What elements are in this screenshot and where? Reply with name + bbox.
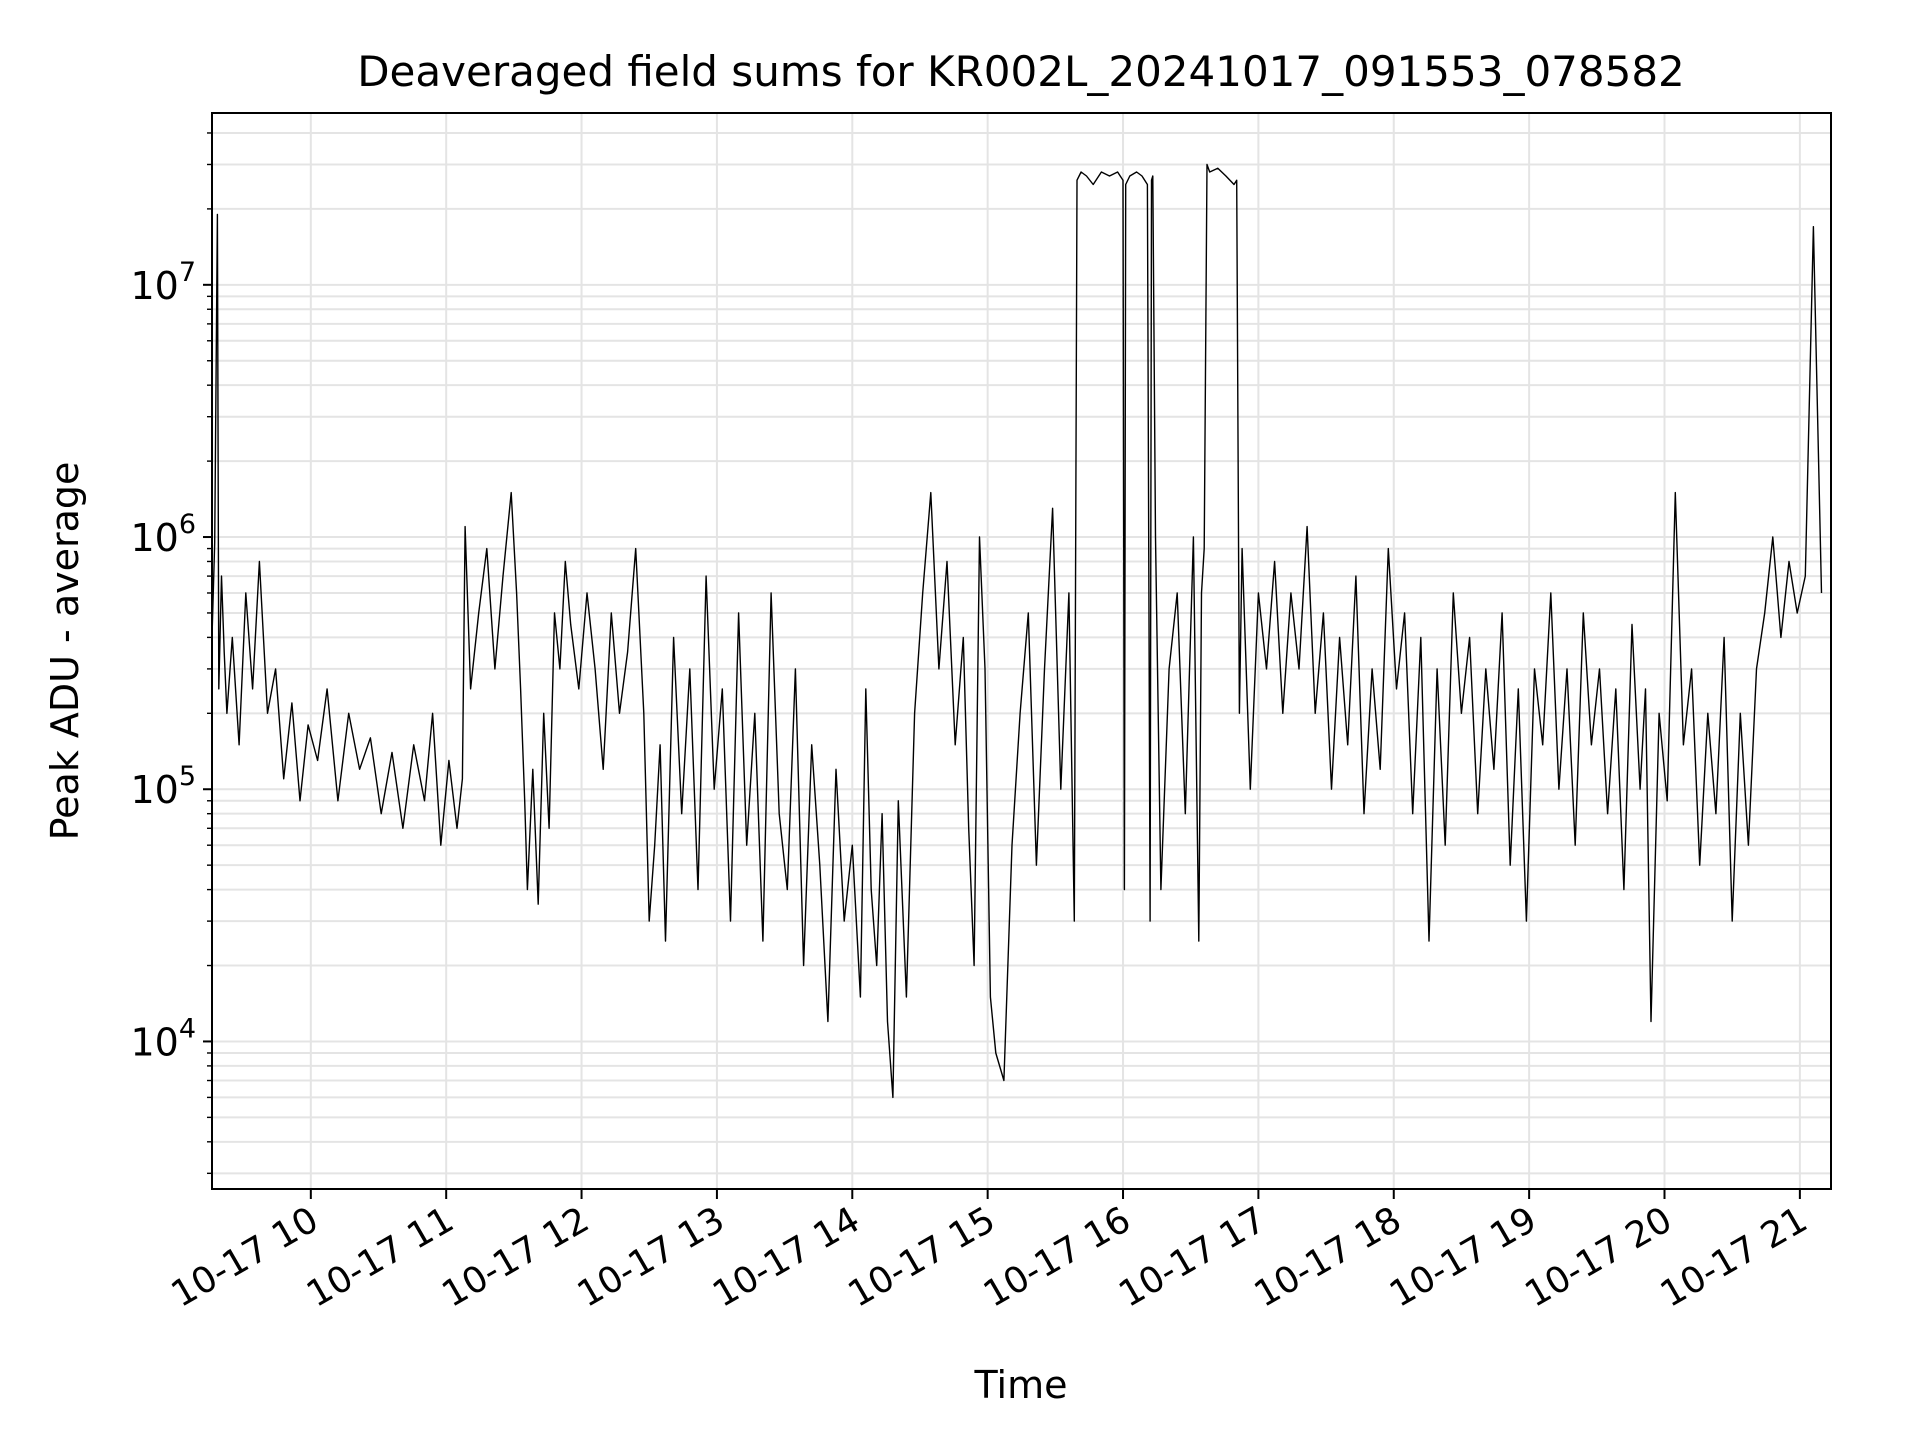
y-tick-label: 105 xyxy=(130,761,196,812)
plot-frame xyxy=(211,112,1832,1190)
y-axis: 104 105 106 107 xyxy=(130,132,212,1175)
x-axis-label: Time xyxy=(974,1363,1068,1407)
y-tick-label: 106 xyxy=(130,509,196,560)
series-line-peak-adu xyxy=(211,163,1823,1099)
y-tick-label: 107 xyxy=(130,257,196,308)
y-axis-label: Peak ADU - average xyxy=(43,462,87,841)
chart-title: Deaveraged field sums for KR002L_2024101… xyxy=(357,47,1685,96)
grid-layer xyxy=(212,113,1831,1189)
series-layer xyxy=(211,163,1823,1099)
y-tick-label: 104 xyxy=(130,1013,196,1064)
